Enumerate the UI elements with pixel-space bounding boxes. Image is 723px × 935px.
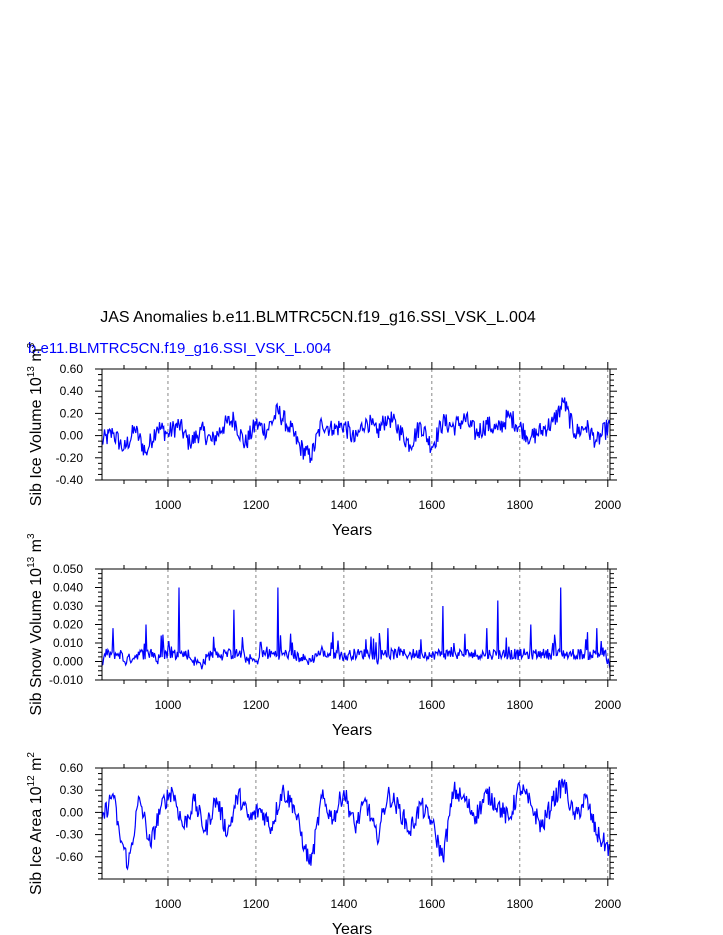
y-tick-label: 0.40: [60, 384, 84, 398]
y-tick-label: 0.030: [53, 599, 83, 613]
x-tick-label: 1000: [155, 698, 182, 712]
y-axis-label: Sib Ice Area 1012 m2: [26, 752, 45, 895]
panel-3: 1000 1200 1400 1600 1800 2000 0.60 0.30 0.00 -0.3…: [26, 752, 621, 935]
panel-1: 1000 1200 1400 1600 1800 2000 0.60 0.40 0.20 0.00…: [26, 342, 621, 539]
y-tick-label: 0.050: [53, 562, 83, 576]
panels-group: 1000 1200 1400 1600 1800 2000 0.60 0.40 0.20 0.00…: [26, 342, 621, 935]
y-tick-label: 0.040: [53, 581, 83, 595]
x-tick-label: 1800: [506, 698, 533, 712]
y-tick-label: 0.020: [53, 618, 83, 632]
chart-subtitle: b.e11.BLMTRC5CN.f19_g16.SSI_VSK_L.004: [28, 340, 331, 357]
x-tick-label: 1400: [331, 698, 358, 712]
y-tick-label: 0.30: [60, 783, 84, 797]
x-tick-label: 1800: [506, 897, 533, 911]
y-tick-label: -0.40: [56, 473, 84, 487]
y-tick-label: -0.30: [56, 828, 84, 842]
series-line: [101, 778, 611, 871]
y-axis-label: Sib Ice Volume 1013 m3: [26, 342, 45, 506]
y-tick-label: -0.010: [49, 673, 83, 687]
x-tick-label: 1200: [243, 698, 270, 712]
x-tick-label: 1000: [155, 897, 182, 911]
chart-title: JAS Anomalies b.e11.BLMTRC5CN.f19_g16.SS…: [100, 309, 536, 326]
x-axis-label: Years: [332, 921, 372, 935]
x-tick-label: 1600: [419, 498, 446, 512]
x-tick-label: 1000: [155, 498, 182, 512]
x-tick-label: 2000: [594, 498, 621, 512]
y-tick-label: 0.20: [60, 406, 84, 420]
y-tick-label: -0.20: [56, 451, 84, 465]
y-tick-label: 0.60: [60, 761, 84, 775]
x-axis-label: Years: [332, 722, 372, 739]
x-axis-label: Years: [332, 522, 372, 539]
series-line: [101, 397, 611, 463]
x-tick-label: 2000: [594, 897, 621, 911]
x-tick-label: 1400: [331, 498, 358, 512]
y-tick-label: 0.010: [53, 636, 83, 650]
series-line: [101, 587, 611, 670]
y-tick-label: 0.00: [60, 805, 84, 819]
y-tick-label: -0.60: [56, 850, 84, 864]
y-tick-label: 0.000: [53, 655, 83, 669]
y-axis-label: Sib Snow Volume 1013 m3: [26, 533, 45, 716]
y-tick-label: 0.00: [60, 429, 84, 443]
x-tick-label: 1600: [419, 698, 446, 712]
y-tick-label: 0.60: [60, 362, 84, 376]
x-tick-label: 1200: [243, 498, 270, 512]
x-tick-label: 2000: [594, 698, 621, 712]
x-tick-label: 1600: [419, 897, 446, 911]
x-tick-label: 1800: [506, 498, 533, 512]
x-tick-label: 1400: [331, 897, 358, 911]
x-tick-label: 1200: [243, 897, 270, 911]
panel-2: 1000 1200 1400 1600 1800 2000 0.050 0.040 0.030 0…: [26, 533, 621, 739]
